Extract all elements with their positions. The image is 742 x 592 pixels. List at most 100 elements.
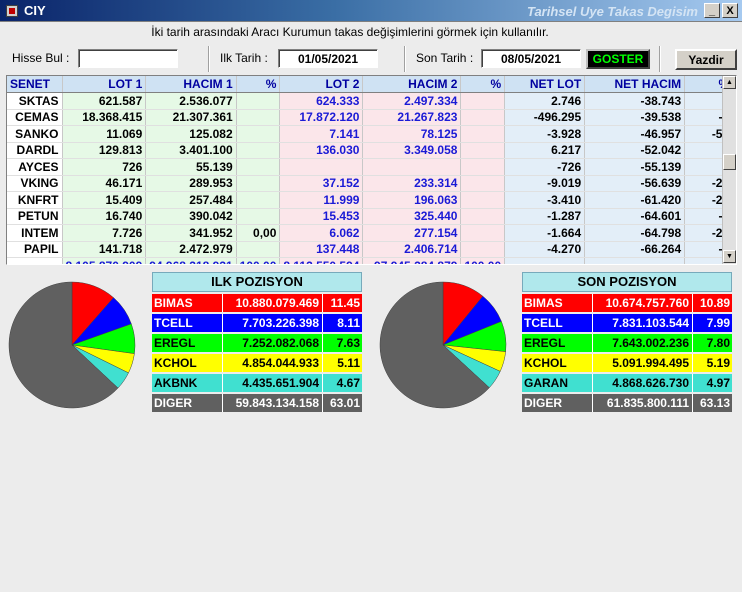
cell-nethacim: -61.420 xyxy=(584,191,686,209)
cell-hacim1: 289.953 xyxy=(145,175,237,192)
cell-lot1: 18.368.415 xyxy=(62,109,147,126)
takas-table: SENET LOT 1 HACIM 1% LOT 2 HACIM 2% NET LOT NE… xyxy=(7,76,734,264)
goster-button[interactable]: GOSTER xyxy=(586,49,650,69)
col-header-hacim1[interactable]: HACIM 1 xyxy=(145,76,237,93)
cell-hacim1: 2.536.077 xyxy=(145,92,237,110)
cell-pct2 xyxy=(460,191,506,209)
total-pct1: 100,00 xyxy=(236,257,281,264)
cell-senet: VKING xyxy=(7,175,63,192)
scroll-thumb[interactable] xyxy=(723,154,736,170)
cell-hacim1: 257.484 xyxy=(145,191,237,209)
cell-pct1 xyxy=(236,208,281,225)
cell-nethacim: -64.601 xyxy=(584,208,686,225)
cell-pct2 xyxy=(460,158,506,176)
list-item: DIGER 61.835.800.111 63.13 xyxy=(522,394,732,412)
position-value: 4.435.651.904 xyxy=(222,374,322,392)
window-title: CIY xyxy=(24,3,46,18)
cell-hacim2: 325.440 xyxy=(362,208,462,225)
position-value: 4.854.044.933 xyxy=(222,354,322,372)
description-text: İki tarih arasındaki Aracı Kurumun takas… xyxy=(151,25,549,39)
col-header-nethacim[interactable]: NET HACIM xyxy=(584,76,686,93)
ilk-tarih-input[interactable] xyxy=(278,49,378,68)
cell-netlot: -3.410 xyxy=(504,191,586,209)
pie-slice-diger xyxy=(8,281,119,409)
table-row[interactable]: PAPIL 141.718 2.472.979 137.448 2.406.714 -4.… xyxy=(7,241,734,258)
position-value: 7.703.226.398 xyxy=(222,314,322,332)
list-item: KCHOL 4.854.044.933 5.11 xyxy=(152,354,362,372)
cell-netlot: -1.287 xyxy=(504,208,586,225)
vertical-scrollbar[interactable]: ▲ ▼ xyxy=(722,76,736,264)
scroll-up-icon[interactable]: ▲ xyxy=(723,76,736,89)
cell-hacim2: 2.406.714 xyxy=(362,241,462,258)
position-name: DIGER xyxy=(522,394,592,412)
cell-pct2 xyxy=(460,241,506,258)
position-value: 4.868.626.730 xyxy=(592,374,692,392)
position-percent: 4.67 xyxy=(322,374,362,392)
total-lot1: 8.105.870.909 xyxy=(62,257,147,264)
separator xyxy=(208,46,210,72)
table-row[interactable]: AYCES 726 55.139 -726 -55.139 xyxy=(7,158,734,176)
position-percent: 4.97 xyxy=(692,374,732,392)
cell-hacim1: 55.139 xyxy=(145,158,237,176)
col-header-pct2[interactable]: % xyxy=(460,76,506,93)
cell-netpct: -55 xyxy=(684,125,734,143)
col-header-lot1[interactable]: LOT 1 xyxy=(62,76,147,93)
table-row[interactable]: SKTAS 621.587 2.536.077 624.333 2.497.334 2.7… xyxy=(7,92,734,110)
position-percent: 63.01 xyxy=(322,394,362,412)
cell-senet: SKTAS xyxy=(7,92,63,110)
col-header-lot2[interactable]: LOT 2 xyxy=(279,76,364,93)
minimize-button[interactable]: _ xyxy=(704,3,720,18)
hisse-search-input[interactable] xyxy=(78,49,178,68)
scroll-down-icon[interactable]: ▼ xyxy=(723,250,736,263)
cell-lot2: 17.872.120 xyxy=(279,109,364,126)
position-name: EREGL xyxy=(152,334,222,352)
cell-pct1 xyxy=(236,175,281,192)
cell-netlot: 2.746 xyxy=(504,92,586,110)
position-value: 61.835.800.111 xyxy=(592,394,692,412)
list-item: DIGER 59.843.134.158 63.01 xyxy=(152,394,362,412)
position-percent: 10.89 xyxy=(692,294,732,312)
list-item: BIMAS 10.674.757.760 10.89 xyxy=(522,294,732,312)
col-header-senet[interactable]: SENET xyxy=(7,76,63,93)
yazdir-button[interactable]: Yazdir xyxy=(675,49,737,70)
table-row[interactable]: CEMAS 18.368.415 21.307.361 17.872.120 21.26… xyxy=(7,109,734,126)
position-percent: 7.99 xyxy=(692,314,732,332)
table-row[interactable]: SANKO 11.069 125.082 7.141 78.125 -3.928 -46.9… xyxy=(7,125,734,143)
list-item: TCELL 7.703.226.398 8.11 xyxy=(152,314,362,332)
cell-lot2: 624.333 xyxy=(279,92,364,110)
app-icon xyxy=(6,5,18,17)
cell-netlot: -496.295 xyxy=(504,109,586,126)
cell-lot2: 15.453 xyxy=(279,208,364,225)
table-row[interactable]: DARDL 129.813 3.401.100 136.030 3.349.058 6.2… xyxy=(7,142,734,159)
position-name: KCHOL xyxy=(522,354,592,372)
cell-nethacim: -55.139 xyxy=(584,158,686,176)
ilk-tarih-label: Ilk Tarih : xyxy=(220,51,268,65)
cell-nethacim: -64.798 xyxy=(584,224,686,242)
cell-senet: INTEM xyxy=(7,224,63,242)
col-header-netlot[interactable]: NET LOT xyxy=(504,76,586,93)
cell-netpct xyxy=(684,158,734,176)
pie-slice-diger xyxy=(379,281,490,409)
cell-nethacim: -39.538 xyxy=(584,109,686,126)
close-button[interactable]: X xyxy=(722,3,738,18)
table-row[interactable]: PETUN 16.740 390.042 15.453 325.440 -1.287 -64… xyxy=(7,208,734,225)
table-row[interactable]: KNFRT 15.409 257.484 11.999 196.063 -3.410 -61… xyxy=(7,191,734,209)
cell-hacim1: 125.082 xyxy=(145,125,237,143)
col-header-hacim2[interactable]: HACIM 2 xyxy=(362,76,462,93)
col-header-pct1[interactable]: % xyxy=(236,76,281,93)
cell-lot1: 7.726 xyxy=(62,224,147,242)
position-percent: 63.13 xyxy=(692,394,732,412)
son-tarih-input[interactable] xyxy=(481,49,581,68)
takas-grid[interactable]: SENET LOT 1 HACIM 1% LOT 2 HACIM 2% NET LOT NE… xyxy=(6,75,737,265)
cell-nethacim: -56.639 xyxy=(584,175,686,192)
position-percent: 7.63 xyxy=(322,334,362,352)
table-row[interactable]: INTEM 7.726 341.952 0,00 6.062 277.154 -1.664-… xyxy=(7,224,734,242)
cell-netlot: -9.019 xyxy=(504,175,586,192)
cell-hacim1: 21.307.361 xyxy=(145,109,237,126)
cell-lot2: 136.030 xyxy=(279,142,364,159)
position-name: BIMAS xyxy=(152,294,222,312)
cell-senet: AYCES xyxy=(7,158,63,176)
table-row[interactable]: VKING 46.171 289.953 37.152 233.314 -9.019 -56… xyxy=(7,175,734,192)
cell-lot2: 11.999 xyxy=(279,191,364,209)
position-value: 10.674.757.760 xyxy=(592,294,692,312)
